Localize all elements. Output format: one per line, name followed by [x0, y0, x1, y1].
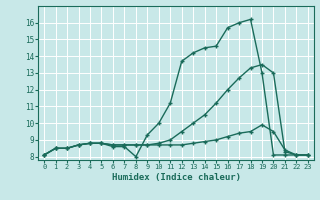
X-axis label: Humidex (Indice chaleur): Humidex (Indice chaleur) — [111, 173, 241, 182]
